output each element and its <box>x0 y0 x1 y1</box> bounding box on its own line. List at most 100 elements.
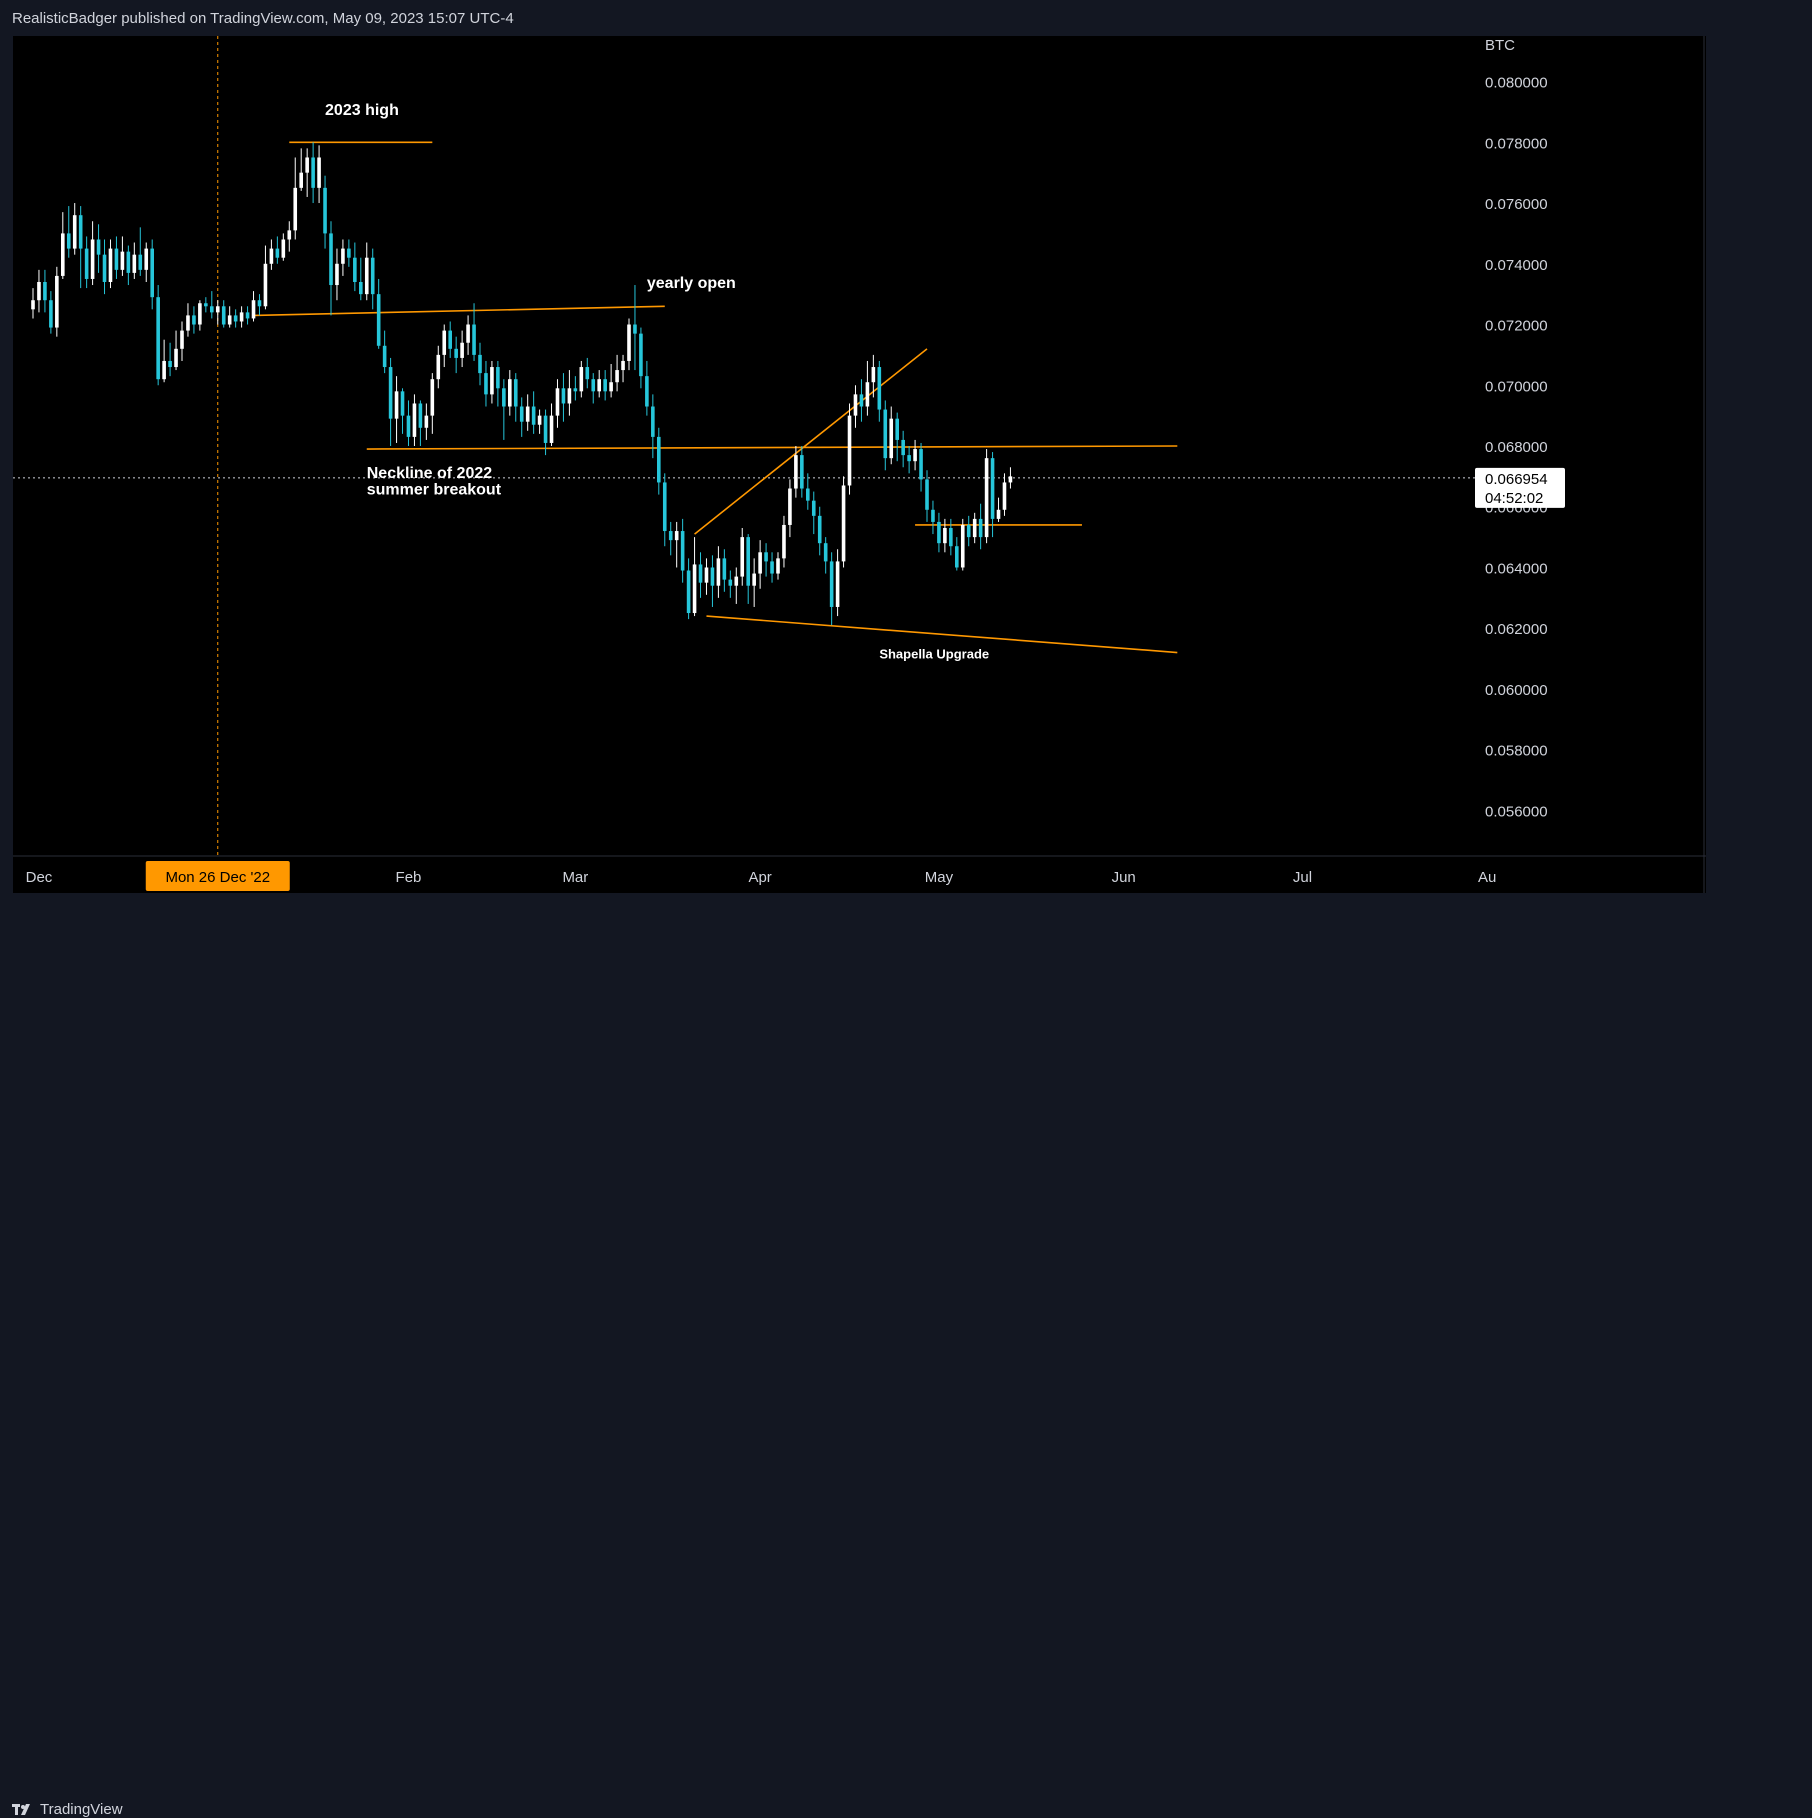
tradingview-logo[interactable]: TradingView <box>12 1801 123 1818</box>
candles <box>31 142 1013 626</box>
candle-body <box>966 524 971 538</box>
candle <box>913 439 917 471</box>
candle-body <box>657 436 661 483</box>
chart-area[interactable]: 2023 high yearly open Neckline of 2022 summ… <box>13 36 1706 893</box>
candle-body <box>758 552 762 574</box>
candle-body <box>859 394 864 407</box>
candle-body <box>955 546 959 568</box>
candle-body <box>221 306 226 325</box>
candle-body <box>424 415 429 428</box>
candle <box>567 370 572 416</box>
candle <box>126 245 131 286</box>
candle <box>639 327 643 389</box>
candle <box>281 233 286 261</box>
candle-body <box>537 415 542 425</box>
annotations: 2023 high yearly open Neckline of 2022summ… <box>325 102 989 662</box>
candle-body <box>448 330 452 349</box>
candle <box>210 291 214 319</box>
candle <box>72 203 77 255</box>
candle <box>364 242 369 301</box>
candle-body <box>466 324 470 343</box>
candle <box>186 303 190 337</box>
candle-body <box>305 157 309 173</box>
candle <box>573 376 578 401</box>
candle-body <box>895 418 899 440</box>
candle-body <box>329 233 333 286</box>
candle-body <box>341 248 345 264</box>
candle <box>531 391 536 434</box>
candle-body <box>406 415 411 437</box>
candle <box>597 370 601 398</box>
candle-body <box>496 367 500 389</box>
candle <box>90 221 95 286</box>
candle <box>388 357 393 446</box>
candle <box>168 342 172 377</box>
candle <box>996 497 1001 522</box>
candle-body <box>931 509 935 522</box>
candle <box>674 521 679 568</box>
candle-body <box>162 360 166 380</box>
candle-body <box>227 315 232 325</box>
candle <box>442 324 447 368</box>
candle <box>460 330 464 368</box>
candle-body <box>680 531 685 571</box>
candle-body <box>740 537 745 577</box>
candle-body <box>609 382 613 392</box>
candle <box>239 306 244 328</box>
candle-body <box>925 479 929 510</box>
candle <box>221 300 226 328</box>
candle-body <box>233 315 238 322</box>
candle <box>800 446 804 498</box>
price-tick-label: 0.068000 <box>1485 439 1548 456</box>
annotation-label: 2023 high <box>325 102 399 119</box>
candle <box>204 297 208 313</box>
candle-body <box>746 537 750 586</box>
candle-body <box>567 388 572 404</box>
candle <box>889 406 894 465</box>
candle <box>817 506 822 556</box>
candle <box>478 342 482 386</box>
candle-body <box>388 367 393 419</box>
candle-body <box>704 567 709 583</box>
candle-body <box>978 518 983 538</box>
candle <box>662 473 667 547</box>
candle-body <box>269 248 274 264</box>
candle-body <box>31 300 35 310</box>
yearly-open-line <box>253 305 665 317</box>
candle <box>728 570 733 598</box>
candle-body <box>472 324 476 355</box>
trend-lines <box>253 141 1178 654</box>
rising-channel-line <box>694 348 928 535</box>
candle <box>37 269 41 313</box>
price-tick-label: 0.058000 <box>1485 743 1548 760</box>
candle <box>788 479 792 538</box>
candle <box>716 546 721 598</box>
candle-body <box>513 379 518 407</box>
candle-body <box>61 233 65 276</box>
candle <box>770 552 774 583</box>
candle <box>776 552 780 580</box>
candle-body <box>347 248 351 258</box>
annotation-label: Shapella Upgrade <box>879 647 989 662</box>
candle <box>359 257 363 301</box>
candle-body <box>281 239 286 258</box>
candle-body <box>806 488 810 501</box>
candle-body <box>102 254 107 282</box>
tradingview-logo-icon <box>12 1803 30 1815</box>
candle-body <box>782 524 786 559</box>
candle-body <box>776 558 780 574</box>
candle <box>978 503 983 550</box>
candlestick-chart[interactable]: 2023 high yearly open Neckline of 2022summ… <box>13 36 1706 893</box>
candle <box>710 555 715 607</box>
candle-body <box>353 257 357 282</box>
time-axis[interactable]: Dec Feb Mar Apr May Jun Jul Au Mon 26 Dec '22 <box>26 861 1497 891</box>
candle <box>114 236 119 279</box>
candle-body <box>72 215 77 249</box>
candle-body <box>251 300 256 319</box>
price-tick-label: 0.062000 <box>1485 621 1548 638</box>
candle <box>603 370 607 401</box>
candle-body <box>615 370 619 383</box>
last-price-label: 0.066954 04:52:02 <box>1475 467 1565 508</box>
candle-body <box>180 330 184 349</box>
candle <box>1002 473 1007 516</box>
